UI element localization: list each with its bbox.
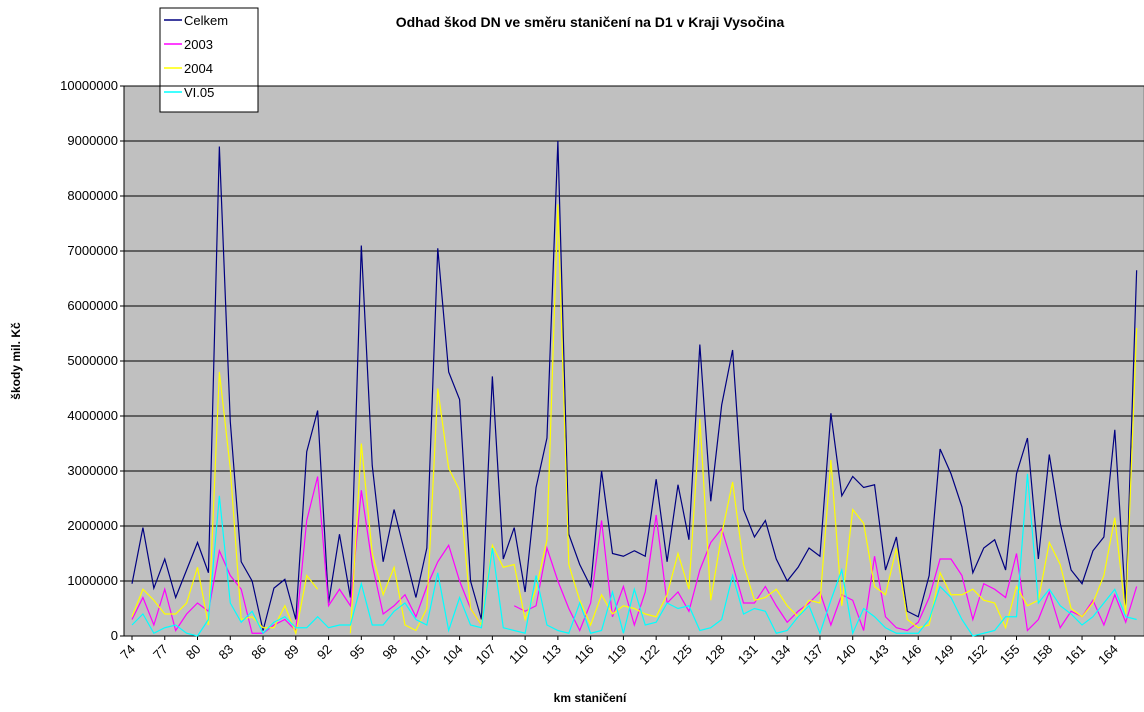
x-tick-label: 125 — [669, 642, 695, 668]
series-line — [131, 140, 1138, 631]
x-tick-label: 116 — [571, 642, 596, 667]
legend-box — [159, 7, 259, 113]
x-tick-label: 164 — [1095, 642, 1121, 668]
x-tick-label: 122 — [636, 642, 662, 668]
y-tick-label: 10000000 — [60, 78, 118, 93]
x-tick-label: 104 — [440, 642, 466, 668]
chart-title: Odhad škod DN ve směru staničení na D1 v… — [396, 14, 785, 30]
x-tick-label: 95 — [347, 642, 368, 663]
y-tick-label: 0 — [111, 628, 118, 643]
x-tick-label: 128 — [702, 642, 728, 668]
y-tick-label: 4000000 — [67, 408, 118, 423]
x-tick-label: 146 — [898, 642, 924, 668]
legend-label: 2004 — [184, 61, 213, 76]
legend-label: Celkem — [184, 13, 228, 28]
y-tick-label: 8000000 — [67, 188, 118, 203]
x-tick-label: 77 — [150, 642, 171, 663]
x-tick-label: 143 — [866, 642, 892, 668]
series-line — [131, 473, 1137, 637]
legend-label: VI.05 — [184, 85, 214, 100]
x-tick-label: 131 — [735, 642, 761, 668]
x-tick-label: 140 — [833, 642, 859, 668]
x-tick-label: 101 — [407, 642, 433, 668]
x-tick-label: 89 — [281, 642, 302, 663]
x-tick-label: 158 — [1029, 642, 1055, 668]
y-tick-label: 1000000 — [67, 573, 118, 588]
x-tick-label: 161 — [1062, 642, 1088, 668]
x-tick-label: 92 — [314, 642, 335, 663]
y-axis-label: škody mil. Kč — [9, 322, 23, 400]
y-tick-label: 6000000 — [67, 298, 118, 313]
x-tick-label: 149 — [931, 642, 957, 668]
x-tick-label: 83 — [216, 642, 237, 663]
x-tick-label: 74 — [117, 642, 138, 663]
x-tick-label: 80 — [183, 642, 204, 663]
x-tick-label: 110 — [506, 642, 531, 667]
y-tick-label: 2000000 — [67, 518, 118, 533]
x-axis-label: km staničení — [554, 691, 627, 705]
x-tick-label: 107 — [473, 642, 499, 668]
x-tick-label: 98 — [379, 642, 400, 663]
x-tick-label: 119 — [604, 642, 629, 667]
y-tick-label: 3000000 — [67, 463, 118, 478]
series-line — [131, 476, 1138, 634]
x-tick-label: 137 — [800, 642, 826, 668]
y-tick-label: 5000000 — [67, 353, 118, 368]
x-tick-label: 152 — [964, 642, 990, 668]
y-tick-label: 7000000 — [67, 243, 118, 258]
x-tick-label: 134 — [767, 642, 793, 668]
x-tick-label: 113 — [539, 642, 564, 667]
legend-label: 2003 — [184, 37, 213, 52]
x-tick-label: 86 — [248, 642, 269, 663]
x-tick-label: 155 — [997, 642, 1023, 668]
y-tick-label: 9000000 — [67, 133, 118, 148]
